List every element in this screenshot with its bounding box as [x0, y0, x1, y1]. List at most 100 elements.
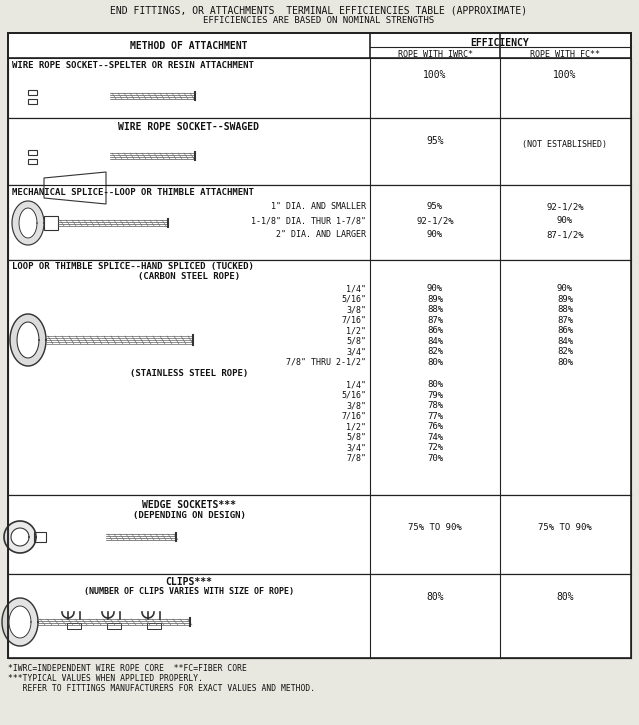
Text: 3/4": 3/4": [346, 443, 366, 452]
Polygon shape: [19, 208, 37, 238]
Text: ROPE WITH FC**: ROPE WITH FC**: [530, 50, 600, 59]
Text: 3/8": 3/8": [346, 305, 366, 314]
Text: EFFICIENCIES ARE BASED ON NOMINAL STRENGTHS: EFFICIENCIES ARE BASED ON NOMINAL STRENG…: [203, 16, 435, 25]
Text: 75% TO 90%: 75% TO 90%: [538, 523, 592, 532]
Text: 100%: 100%: [553, 70, 577, 80]
Text: 84%: 84%: [427, 336, 443, 346]
Text: 79%: 79%: [427, 391, 443, 399]
Text: *IWRC=INDEPENDENT WIRE ROPE CORE  **FC=FIBER CORE: *IWRC=INDEPENDENT WIRE ROPE CORE **FC=FI…: [8, 664, 247, 673]
Text: WEDGE SOCKETS***: WEDGE SOCKETS***: [142, 500, 236, 510]
Text: LOOP OR THIMBLE SPLICE--HAND SPLICED (TUCKED): LOOP OR THIMBLE SPLICE--HAND SPLICED (TU…: [12, 262, 254, 271]
Text: 88%: 88%: [557, 305, 573, 314]
Polygon shape: [4, 521, 36, 553]
Text: 84%: 84%: [557, 336, 573, 346]
Bar: [8, 574, 631, 658]
Text: 86%: 86%: [427, 326, 443, 335]
Text: 1" DIA. AND SMALLER: 1" DIA. AND SMALLER: [271, 202, 366, 211]
Bar: [44, 216, 58, 230]
Bar: [8, 495, 631, 574]
Text: 7/16": 7/16": [341, 412, 366, 420]
Polygon shape: [37, 616, 110, 642]
Bar: [8, 118, 631, 185]
Text: ***TYPICAL VALUES WHEN APPLIED PROPERLY.: ***TYPICAL VALUES WHEN APPLIED PROPERLY.: [8, 674, 203, 683]
Text: END FITTINGS, OR ATTACHMENTS  TERMINAL EFFICIENCIES TABLE (APPROXIMATE): END FITTINGS, OR ATTACHMENTS TERMINAL EF…: [111, 5, 528, 15]
Text: METHOD OF ATTACHMENT: METHOD OF ATTACHMENT: [130, 41, 248, 51]
Bar: [28, 159, 37, 164]
Text: 95%: 95%: [426, 136, 444, 146]
Text: 90%: 90%: [557, 216, 573, 225]
Text: 86%: 86%: [557, 326, 573, 335]
Text: 5/16": 5/16": [341, 294, 366, 304]
Bar: [67, 623, 81, 629]
Text: 3/8": 3/8": [346, 401, 366, 410]
Text: 1/4": 1/4": [346, 380, 366, 389]
Text: 87%: 87%: [557, 315, 573, 325]
Text: ROPE WITH IWRC*: ROPE WITH IWRC*: [397, 50, 472, 59]
Text: 1/2": 1/2": [346, 422, 366, 431]
Polygon shape: [37, 555, 110, 583]
Bar: [147, 623, 161, 629]
Polygon shape: [10, 314, 46, 366]
Text: 89%: 89%: [557, 294, 573, 304]
Text: 89%: 89%: [427, 294, 443, 304]
Text: 1-1/8" DIA. THUR 1-7/8": 1-1/8" DIA. THUR 1-7/8": [251, 216, 366, 225]
Text: 78%: 78%: [427, 401, 443, 410]
Bar: [8, 185, 631, 260]
Text: 7/16": 7/16": [341, 315, 366, 325]
Text: 76%: 76%: [427, 422, 443, 431]
Polygon shape: [17, 322, 39, 358]
Text: 1/2": 1/2": [346, 326, 366, 335]
Polygon shape: [9, 606, 31, 638]
Text: 74%: 74%: [427, 433, 443, 442]
Bar: [107, 623, 121, 629]
Text: 87-1/2%: 87-1/2%: [546, 230, 584, 239]
Text: (STAINLESS STEEL ROPE): (STAINLESS STEEL ROPE): [130, 369, 248, 378]
Text: 92-1/2%: 92-1/2%: [416, 216, 454, 225]
Text: 92-1/2%: 92-1/2%: [546, 202, 584, 211]
Polygon shape: [2, 598, 38, 646]
Text: 80%: 80%: [426, 592, 444, 602]
Text: 3/4": 3/4": [346, 347, 366, 356]
Text: 5/16": 5/16": [341, 391, 366, 399]
Text: 90%: 90%: [557, 284, 573, 293]
Text: 75% TO 90%: 75% TO 90%: [408, 523, 462, 532]
Text: 82%: 82%: [427, 347, 443, 356]
Text: 87%: 87%: [427, 315, 443, 325]
Text: CLIPS***: CLIPS***: [166, 577, 213, 587]
Text: 2" DIA. AND LARGER: 2" DIA. AND LARGER: [276, 230, 366, 239]
Text: 95%: 95%: [427, 202, 443, 211]
Text: 80%: 80%: [427, 357, 443, 367]
Text: 5/8": 5/8": [346, 433, 366, 442]
Text: 80%: 80%: [556, 592, 574, 602]
Text: 80%: 80%: [557, 357, 573, 367]
Text: 70%: 70%: [427, 454, 443, 463]
Text: 7/8" THRU 2-1/2": 7/8" THRU 2-1/2": [286, 357, 366, 367]
Bar: [28, 90, 37, 95]
Text: 80%: 80%: [427, 380, 443, 389]
Text: (NUMBER OF CLIPS VARIES WITH SIZE OF ROPE): (NUMBER OF CLIPS VARIES WITH SIZE OF ROP…: [84, 587, 294, 596]
Text: (DEPENDING ON DESIGN): (DEPENDING ON DESIGN): [132, 511, 245, 520]
Polygon shape: [11, 528, 29, 546]
Polygon shape: [44, 172, 106, 204]
Text: WIRE ROPE SOCKET--SPELTER OR RESIN ATTACHMENT: WIRE ROPE SOCKET--SPELTER OR RESIN ATTAC…: [12, 61, 254, 70]
Text: 100%: 100%: [423, 70, 447, 80]
Bar: [28, 150, 37, 155]
Bar: [34, 532, 46, 542]
Text: 90%: 90%: [427, 230, 443, 239]
Text: REFER TO FITTINGS MANUFACTURERS FOR EXACT VALUES AND METHOD.: REFER TO FITTINGS MANUFACTURERS FOR EXAC…: [8, 684, 315, 693]
Text: (NOT ESTABLISHED): (NOT ESTABLISHED): [523, 140, 608, 149]
Text: EFFICIENCY: EFFICIENCY: [471, 38, 529, 48]
Text: 82%: 82%: [557, 347, 573, 356]
Bar: [28, 99, 37, 104]
Text: 90%: 90%: [427, 284, 443, 293]
Text: 72%: 72%: [427, 443, 443, 452]
Text: 5/8": 5/8": [346, 336, 366, 346]
Bar: [8, 260, 631, 495]
Bar: [8, 33, 631, 658]
Text: WIRE ROPE SOCKET--SWAGED: WIRE ROPE SOCKET--SWAGED: [118, 122, 259, 132]
Text: MECHANICAL SPLICE--LOOP OR THIMBLE ATTACHMENT: MECHANICAL SPLICE--LOOP OR THIMBLE ATTAC…: [12, 188, 254, 197]
Text: 7/8": 7/8": [346, 454, 366, 463]
Text: 1/4": 1/4": [346, 284, 366, 293]
Bar: [8, 58, 631, 118]
Text: 77%: 77%: [427, 412, 443, 420]
